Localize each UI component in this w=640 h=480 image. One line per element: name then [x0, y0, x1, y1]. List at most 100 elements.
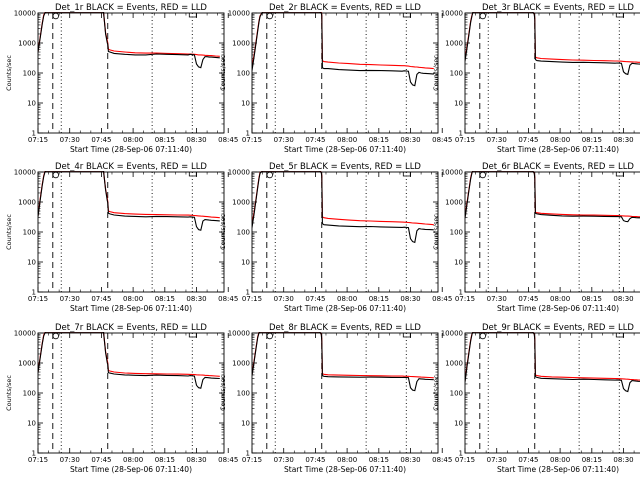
- events-series-line: [252, 332, 434, 392]
- y-tick-label: 10000: [441, 10, 463, 18]
- x-tick-label: 07:15: [242, 136, 262, 144]
- y-tick-label: 1: [32, 289, 36, 297]
- plot-frame: [37, 12, 225, 134]
- panel-title: Det_2r BLACK = Events, RED = LLD: [269, 3, 421, 13]
- x-tick-label: 07:15: [242, 456, 262, 464]
- y-tick-label: 10: [27, 100, 36, 108]
- events-series-line: [252, 12, 434, 87]
- y-tick-label: 1000: [232, 40, 250, 48]
- x-tick-label: 08:15: [582, 456, 602, 464]
- y-tick-label: 1000: [445, 199, 463, 207]
- y-tick-label: 10000: [228, 330, 250, 338]
- y-axis-label: Counts/sec: [432, 375, 440, 411]
- y-tick-label: 100: [450, 390, 463, 398]
- y-tick-label: 1: [246, 289, 250, 297]
- plot-frame: [251, 171, 439, 293]
- lld-series-line: [38, 12, 220, 57]
- x-tick-label: 08:30: [400, 295, 420, 303]
- x-tick-label: 08:45: [218, 295, 238, 303]
- y-axis-label: Counts/sec: [5, 55, 13, 91]
- x-axis-label: Start Time (28-Sep-06 07:11:40): [284, 145, 406, 154]
- x-tick-label: 07:15: [28, 295, 48, 303]
- x-tick-label: 08:30: [400, 136, 420, 144]
- detector-panel: Det_4r BLACK = Events, RED = LLD Counts/s…: [5, 162, 238, 313]
- start-circle-marker: [479, 12, 486, 20]
- y-tick-label: 10: [454, 420, 463, 428]
- start-circle-marker: [266, 12, 273, 20]
- x-axis-label: Start Time (28-Sep-06 07:11:40): [70, 465, 192, 474]
- y-tick-label: 1: [459, 289, 463, 297]
- detector-panel: Det_8r BLACK = Events, RED = LLD Counts/s…: [219, 323, 452, 474]
- x-tick-label: 07:30: [274, 456, 294, 464]
- start-circle-marker: [479, 171, 486, 179]
- end-bracket-marker: [402, 172, 411, 177]
- x-tick-label: 08:30: [186, 456, 206, 464]
- x-tick-label: 08:30: [613, 295, 633, 303]
- x-tick-label: 07:30: [60, 295, 80, 303]
- x-tick-label: 07:45: [91, 295, 111, 303]
- start-circle-marker: [266, 171, 273, 179]
- y-tick-label: 1: [246, 130, 250, 138]
- y-tick-label: 10: [241, 420, 250, 428]
- x-tick-label: 08:45: [218, 136, 238, 144]
- x-axis-label: Start Time (28-Sep-06 07:11:40): [497, 145, 619, 154]
- y-tick-label: 10000: [441, 330, 463, 338]
- x-tick-label: 08:15: [369, 136, 389, 144]
- lld-series-line: [252, 12, 434, 70]
- x-tick-label: 08:45: [432, 136, 452, 144]
- x-tick-label: 08:00: [337, 136, 357, 144]
- x-tick-label: 08:00: [550, 456, 570, 464]
- y-tick-label: 1000: [18, 40, 36, 48]
- lld-series-line: [38, 332, 220, 377]
- start-circle-marker: [479, 332, 486, 340]
- y-tick-label: 10000: [441, 169, 463, 177]
- plot-frame: [464, 332, 640, 454]
- y-tick-label: 10000: [14, 10, 36, 18]
- plot-frame: [251, 12, 439, 134]
- x-tick-label: 07:30: [60, 136, 80, 144]
- panel-title: Det_5r BLACK = Events, RED = LLD: [269, 162, 421, 172]
- x-tick-label: 07:45: [305, 136, 325, 144]
- end-bracket-marker: [188, 172, 197, 177]
- x-tick-label: 08:45: [218, 456, 238, 464]
- x-tick-label: 08:15: [369, 456, 389, 464]
- lld-series-line: [465, 332, 640, 382]
- y-axis-label: Counts/sec: [432, 55, 440, 91]
- plot-frame: [251, 332, 439, 454]
- y-tick-label: 100: [237, 390, 250, 398]
- panel-title: Det_1r BLACK = Events, RED = LLD: [55, 3, 207, 13]
- y-tick-label: 100: [237, 229, 250, 237]
- detector-panel: Det_3r BLACK = Events, RED = LLD Counts/s…: [432, 3, 640, 154]
- y-axis-label: Counts/sec: [432, 214, 440, 250]
- x-tick-label: 07:30: [60, 456, 80, 464]
- start-circle-marker: [266, 332, 273, 340]
- x-axis-label: Start Time (28-Sep-06 07:11:40): [497, 304, 619, 313]
- x-tick-label: 08:30: [613, 456, 633, 464]
- x-axis-label: Start Time (28-Sep-06 07:11:40): [284, 465, 406, 474]
- x-tick-label: 07:30: [487, 456, 507, 464]
- x-tick-label: 08:15: [582, 136, 602, 144]
- end-bracket-marker: [402, 13, 411, 18]
- end-bracket-marker: [615, 13, 624, 18]
- y-axis-label: Counts/sec: [5, 375, 13, 411]
- y-tick-label: 1000: [232, 360, 250, 368]
- y-tick-label: 10000: [14, 169, 36, 177]
- x-tick-label: 08:00: [550, 295, 570, 303]
- x-tick-label: 07:30: [487, 295, 507, 303]
- y-tick-label: 1: [246, 450, 250, 458]
- y-tick-label: 100: [23, 229, 36, 237]
- detector-panel: Det_9r BLACK = Events, RED = LLD Counts/s…: [432, 323, 640, 474]
- events-series-line: [38, 12, 220, 69]
- panel-title: Det_3r BLACK = Events, RED = LLD: [482, 3, 634, 13]
- y-tick-label: 10: [241, 259, 250, 267]
- x-tick-label: 08:30: [613, 136, 633, 144]
- x-tick-label: 08:30: [400, 456, 420, 464]
- x-tick-label: 08:30: [186, 295, 206, 303]
- y-tick-label: 10: [27, 259, 36, 267]
- events-series-line: [465, 171, 640, 223]
- x-tick-label: 08:15: [155, 136, 175, 144]
- x-tick-label: 08:15: [155, 456, 175, 464]
- y-tick-label: 10: [27, 420, 36, 428]
- detector-panel: Det_2r BLACK = Events, RED = LLD Counts/s…: [219, 3, 452, 154]
